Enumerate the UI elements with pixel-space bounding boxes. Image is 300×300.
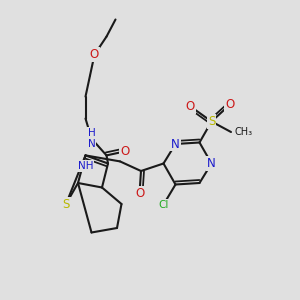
Text: Cl: Cl [158, 200, 169, 210]
Text: O: O [90, 48, 99, 61]
Text: CH₃: CH₃ [235, 127, 253, 137]
Text: S: S [62, 197, 70, 211]
Text: O: O [186, 100, 195, 113]
Text: N: N [171, 137, 180, 151]
Text: H
N: H N [88, 128, 95, 149]
Text: S: S [208, 115, 215, 128]
Text: O: O [135, 187, 144, 200]
Text: N: N [207, 157, 216, 170]
Text: O: O [225, 98, 234, 112]
Text: O: O [120, 145, 129, 158]
Text: NH: NH [78, 161, 93, 171]
